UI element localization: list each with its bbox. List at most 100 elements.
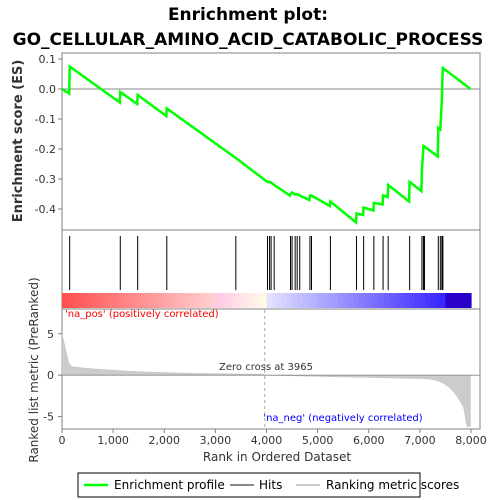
heat-segment xyxy=(276,293,283,308)
heat-segment xyxy=(307,293,314,308)
heat-segment xyxy=(108,293,114,308)
heat-segment xyxy=(414,293,421,308)
metric-tick-label: -5 xyxy=(43,411,54,424)
heat-segment xyxy=(174,293,181,308)
heat-segment xyxy=(164,293,170,308)
heat-segment xyxy=(133,293,140,308)
heat-segment xyxy=(138,293,145,308)
heat-segment xyxy=(404,293,411,308)
ranking-metric-area xyxy=(61,333,480,427)
heat-segment xyxy=(460,293,467,308)
heat-segment xyxy=(87,293,94,308)
heat-segment xyxy=(143,293,150,308)
heat-segment xyxy=(399,293,406,308)
heat-segment xyxy=(77,293,84,308)
heat-segment xyxy=(148,293,155,308)
heat-segment xyxy=(261,293,268,308)
heat-segment xyxy=(215,293,222,308)
heat-segment xyxy=(292,293,298,308)
heat-segment xyxy=(338,293,344,308)
x-tick-label: 2,000 xyxy=(149,434,181,447)
x-tick-label: 4,000 xyxy=(251,434,283,447)
heat-segment xyxy=(266,293,273,308)
heat-segment xyxy=(128,293,135,308)
chart-title-line1: Enrichment plot: xyxy=(168,5,328,25)
heat-segment xyxy=(246,293,252,308)
metric-panel-frame xyxy=(61,308,481,430)
heat-segment xyxy=(389,293,395,308)
heat-segment xyxy=(424,293,431,308)
heat-segment xyxy=(92,293,99,308)
heat-segment xyxy=(363,293,370,308)
es-tick-label: -0.1 xyxy=(35,113,56,126)
heat-segment xyxy=(169,293,176,308)
heat-segment xyxy=(62,293,68,308)
legend-es-label: Enrichment profile xyxy=(114,478,225,492)
heat-segment xyxy=(465,293,472,308)
heat-segment xyxy=(302,293,308,308)
metric-y-axis-label: Ranked list metric (PreRanked) xyxy=(27,277,41,462)
heat-segment xyxy=(240,293,247,308)
heat-segment xyxy=(159,293,165,308)
heat-segment xyxy=(440,293,447,308)
heat-segment xyxy=(210,293,216,308)
heat-segment xyxy=(343,293,349,308)
heat-segment xyxy=(394,293,401,308)
heat-segment xyxy=(123,293,130,308)
heat-segment xyxy=(455,293,462,308)
heat-segment xyxy=(384,293,390,308)
heat-segment xyxy=(235,293,242,308)
heat-segment xyxy=(312,293,319,308)
heat-segment xyxy=(378,293,385,308)
neg-label: 'na_neg' (negatively correlated) xyxy=(263,413,422,424)
heat-segment xyxy=(409,293,416,308)
heat-segment xyxy=(67,293,73,308)
heat-segment xyxy=(368,293,375,308)
chart-title-line2: GO_CELLULAR_AMINO_ACID_CATABOLIC_PROCESS xyxy=(13,30,484,50)
es-tick-label: -0.3 xyxy=(35,173,56,186)
x-tick-label: 8,000 xyxy=(455,434,487,447)
heat-segment xyxy=(358,293,365,308)
heat-segment xyxy=(205,293,211,308)
x-tick-label: 6,000 xyxy=(353,434,385,447)
legend-metric-label: Ranking metric scores xyxy=(326,478,459,492)
heat-segment xyxy=(322,293,329,308)
heat-segment xyxy=(102,293,109,308)
pos-label: 'na_pos' (positively correlated) xyxy=(65,309,219,320)
heat-segment xyxy=(220,293,227,308)
heat-segment xyxy=(430,293,436,308)
x-axis: 0 1,000 2,000 3,000 4,000 5,000 6,000 7,000 8,00… xyxy=(59,429,487,447)
metric-tick-label: 5 xyxy=(47,328,54,341)
legend: Enrichment profile Hits Ranking metric s… xyxy=(77,472,459,498)
heat-segment xyxy=(256,293,262,308)
es-y-axis: 0.1 0.0 -0.1 -0.2 -0.3 -0.4 xyxy=(35,53,62,216)
x-tick-label: 1,000 xyxy=(97,434,129,447)
heat-segment xyxy=(225,293,232,308)
heat-segment xyxy=(445,293,452,308)
heat-segment xyxy=(194,293,201,308)
heat-segment xyxy=(332,293,339,308)
heat-segment xyxy=(450,293,457,308)
zero-cross-label: Zero cross at 3965 xyxy=(219,362,313,373)
heat-segment xyxy=(154,293,160,308)
heat-segment xyxy=(189,293,196,308)
heat-segment xyxy=(348,293,355,308)
x-tick-label: 3,000 xyxy=(200,434,232,447)
x-tick-label: 0 xyxy=(59,434,66,447)
heat-segment xyxy=(435,293,441,308)
heat-segment xyxy=(179,293,186,308)
metric-y-axis: 5 0 -5 xyxy=(43,328,62,424)
heat-segment xyxy=(113,293,119,308)
heat-segment xyxy=(297,293,303,308)
heat-segment xyxy=(118,293,124,308)
metric-tick-label: 0 xyxy=(47,369,54,382)
heat-segment xyxy=(419,293,426,308)
hit-marks xyxy=(69,236,444,290)
es-tick-label: 0.0 xyxy=(39,83,57,96)
es-panel-frame xyxy=(61,52,481,231)
heat-segment xyxy=(251,293,257,308)
es-y-axis-label: Enrichment score (ES) xyxy=(11,60,26,223)
heat-segment xyxy=(353,293,360,308)
heat-segment xyxy=(271,293,278,308)
heat-segment xyxy=(327,293,334,308)
